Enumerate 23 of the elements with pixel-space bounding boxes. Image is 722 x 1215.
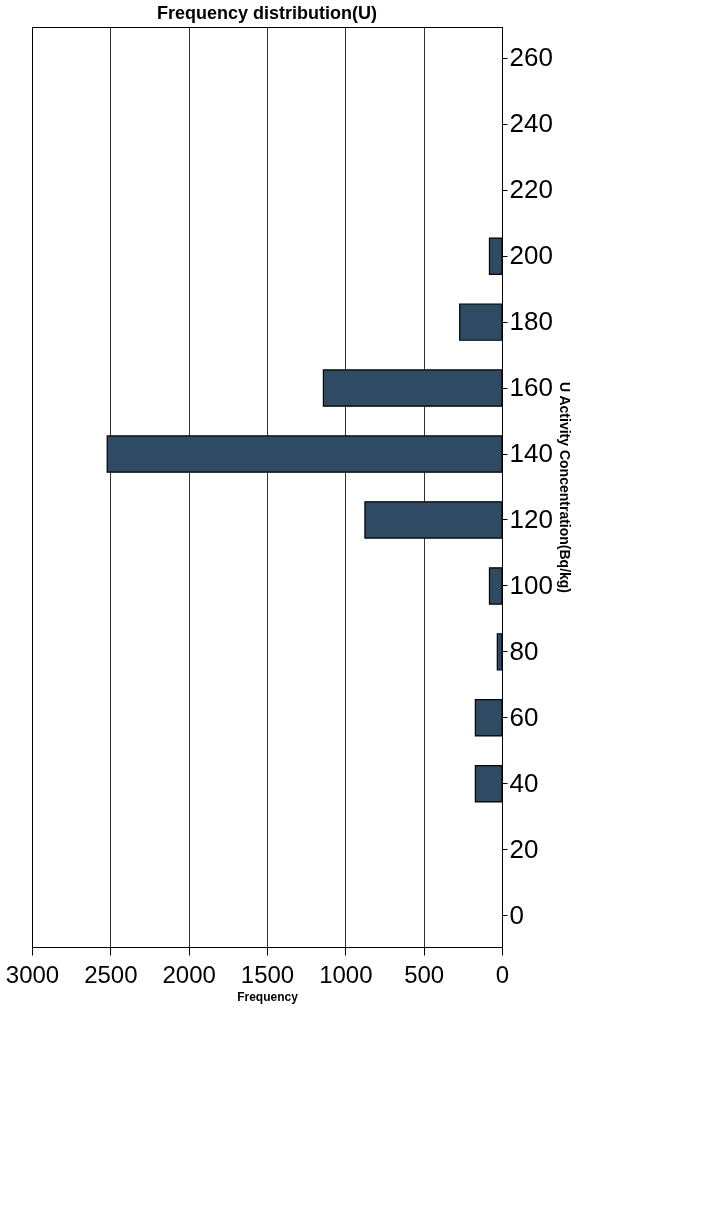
chart-title: Frequency distribution(U): [157, 3, 377, 23]
x-axis-title: Frequency: [237, 989, 299, 1004]
y-tick-label: 140: [509, 438, 553, 469]
x-tick-label: 1000: [319, 960, 373, 988]
y-tick-label: 220: [509, 174, 553, 205]
y-tick-label: 100: [509, 569, 553, 600]
y-tick-label: 240: [509, 108, 553, 139]
y-tick-label: 40: [509, 767, 539, 798]
x-tick-label: 1500: [240, 960, 295, 988]
y-axis-title: U Activity Concentration(Bq/kg): [556, 381, 573, 594]
y-tick-label: 200: [509, 240, 553, 271]
y-tick-label: 160: [509, 372, 553, 403]
x-tick-label: 3000: [5, 960, 60, 988]
x-tick-label: 500: [404, 960, 445, 988]
y-tick-label: 180: [509, 306, 553, 337]
x-tick-label: 2000: [162, 960, 216, 988]
y-tick-label: 120: [509, 503, 553, 534]
x-tick-label: 2500: [84, 960, 138, 988]
y-tick-label: 260: [509, 42, 553, 73]
y-tick-label: 60: [509, 701, 539, 732]
y-tick-label: 80: [509, 635, 539, 666]
y-tick-label: 0: [509, 899, 524, 930]
y-tick-label: 20: [509, 833, 539, 864]
